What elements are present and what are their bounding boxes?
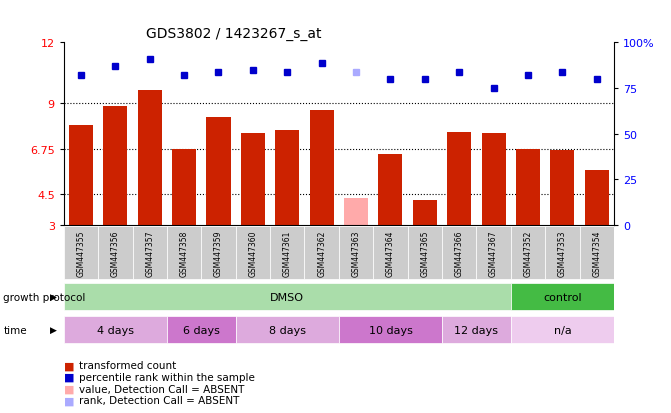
Text: GSM447361: GSM447361 <box>282 230 292 276</box>
Bar <box>103 107 127 225</box>
Bar <box>275 130 299 225</box>
Bar <box>270 226 305 280</box>
Text: DMSO: DMSO <box>270 292 304 302</box>
Bar <box>516 150 540 225</box>
Text: ■: ■ <box>64 361 74 370</box>
Text: GSM447359: GSM447359 <box>214 230 223 276</box>
Text: GSM447358: GSM447358 <box>180 230 189 276</box>
Text: GSM447367: GSM447367 <box>489 230 498 276</box>
Bar <box>309 111 333 225</box>
Bar <box>167 317 236 343</box>
Bar <box>64 226 98 280</box>
Bar <box>167 226 201 280</box>
Text: GSM447356: GSM447356 <box>111 230 120 276</box>
Text: GSM447364: GSM447364 <box>386 230 395 276</box>
Bar <box>344 199 368 225</box>
Bar <box>511 284 614 310</box>
Bar <box>580 226 614 280</box>
Bar <box>545 226 580 280</box>
Text: time: time <box>3 325 27 335</box>
Bar <box>373 226 408 280</box>
Bar <box>69 126 93 225</box>
Bar <box>236 317 339 343</box>
Text: ■: ■ <box>64 384 74 394</box>
Text: 4 days: 4 days <box>97 325 134 335</box>
Text: GSM447366: GSM447366 <box>455 230 464 276</box>
Bar <box>378 154 403 225</box>
Text: rank, Detection Call = ABSENT: rank, Detection Call = ABSENT <box>79 395 239 405</box>
Text: n/a: n/a <box>554 325 571 335</box>
Bar <box>236 226 270 280</box>
Bar <box>442 317 511 343</box>
Text: growth protocol: growth protocol <box>3 292 86 302</box>
Bar <box>413 201 437 225</box>
Bar <box>172 150 196 225</box>
Bar <box>201 226 236 280</box>
Text: 6 days: 6 days <box>183 325 219 335</box>
Text: GSM447352: GSM447352 <box>523 230 533 276</box>
Bar <box>550 150 574 225</box>
Bar <box>447 132 471 225</box>
Text: 8 days: 8 days <box>269 325 306 335</box>
Text: ▶: ▶ <box>50 292 57 301</box>
Text: GSM447353: GSM447353 <box>558 230 567 276</box>
Text: 10 days: 10 days <box>368 325 413 335</box>
Bar <box>482 133 506 225</box>
Bar <box>584 171 609 225</box>
Text: ■: ■ <box>64 372 74 382</box>
Bar <box>511 226 545 280</box>
Bar <box>241 133 265 225</box>
Text: GSM447363: GSM447363 <box>352 230 360 276</box>
Bar <box>511 317 614 343</box>
Bar <box>339 226 373 280</box>
Text: GSM447357: GSM447357 <box>145 230 154 276</box>
Text: value, Detection Call = ABSENT: value, Detection Call = ABSENT <box>79 384 244 394</box>
Bar <box>408 226 442 280</box>
Text: GSM447362: GSM447362 <box>317 230 326 276</box>
Text: GSM447365: GSM447365 <box>420 230 429 276</box>
Bar <box>64 317 167 343</box>
Bar <box>305 226 339 280</box>
Text: GDS3802 / 1423267_s_at: GDS3802 / 1423267_s_at <box>146 27 322 41</box>
Bar <box>64 284 511 310</box>
Bar <box>98 226 132 280</box>
Text: transformed count: transformed count <box>79 361 176 370</box>
Bar <box>138 91 162 225</box>
Text: control: control <box>543 292 582 302</box>
Text: GSM447360: GSM447360 <box>248 230 258 276</box>
Bar <box>442 226 476 280</box>
Text: ■: ■ <box>64 395 74 405</box>
Bar <box>476 226 511 280</box>
Text: GSM447355: GSM447355 <box>76 230 85 276</box>
Text: GSM447354: GSM447354 <box>592 230 601 276</box>
Text: 12 days: 12 days <box>454 325 499 335</box>
Text: percentile rank within the sample: percentile rank within the sample <box>79 372 254 382</box>
Bar <box>207 118 231 225</box>
Bar <box>339 317 442 343</box>
Bar <box>133 226 167 280</box>
Text: ▶: ▶ <box>50 325 57 335</box>
